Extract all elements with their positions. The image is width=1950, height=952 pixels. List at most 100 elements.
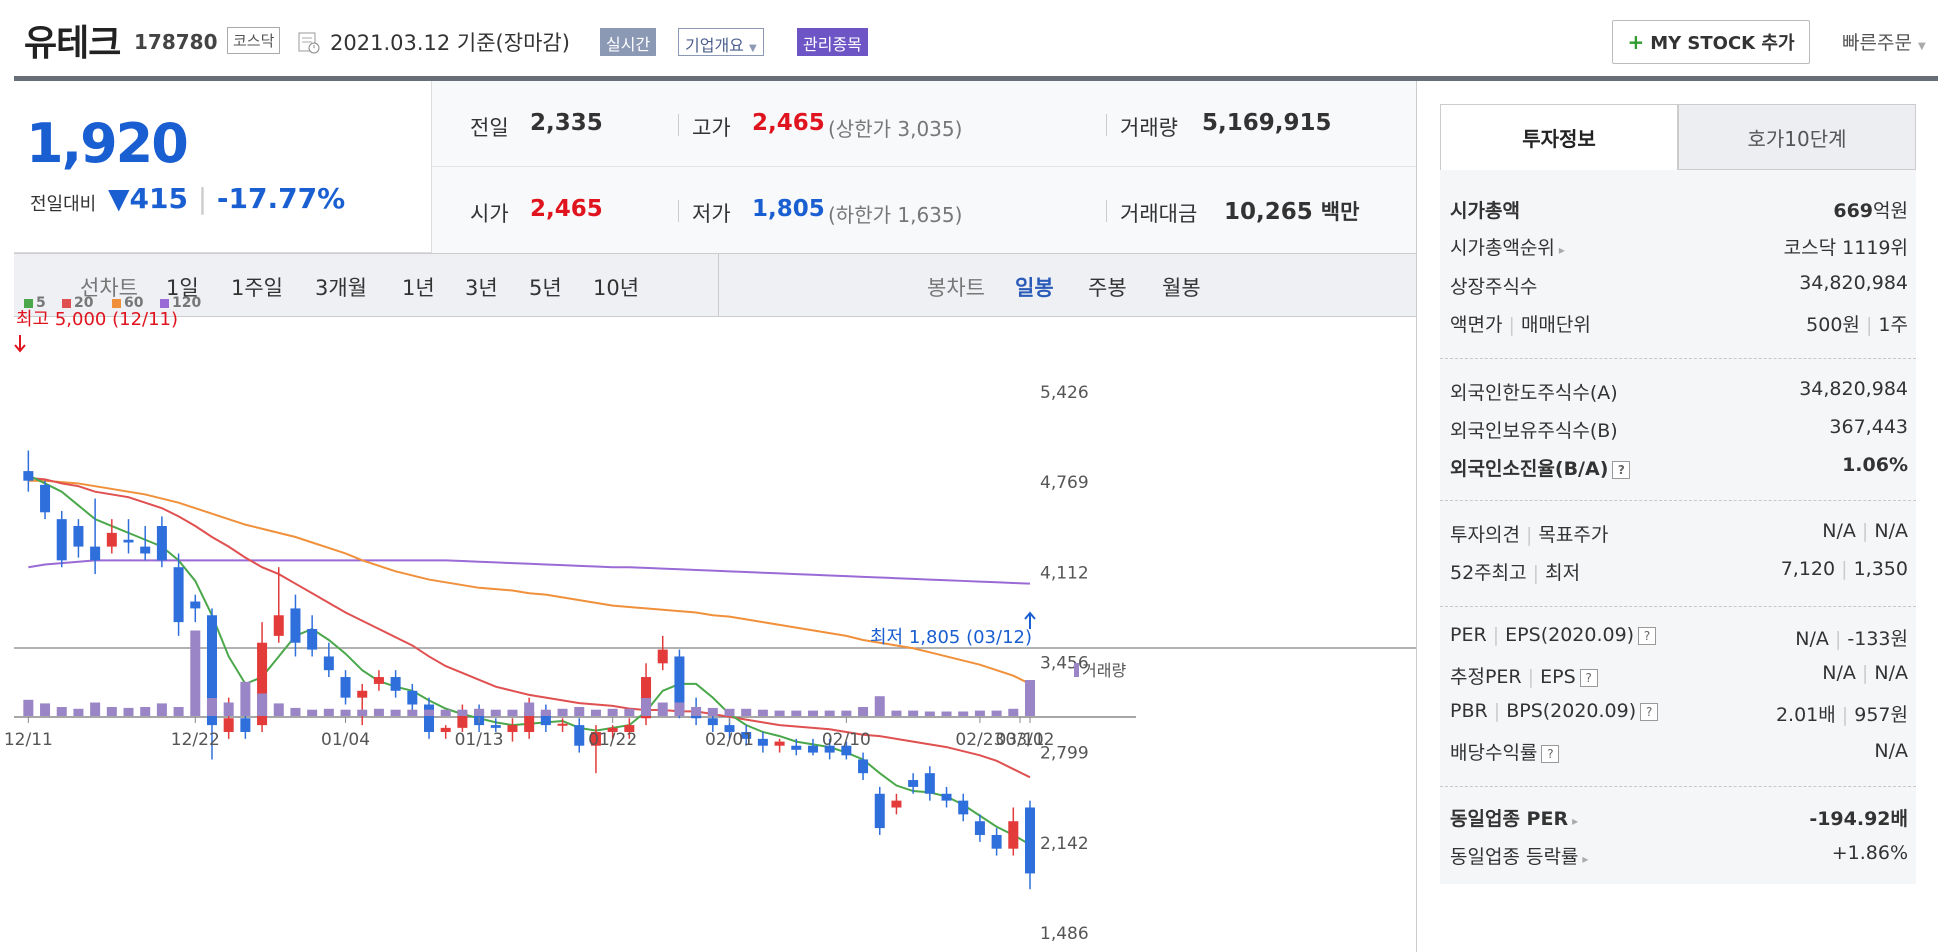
tab-3month[interactable]: 3개월 (315, 276, 368, 300)
market-cap-rank[interactable]: 시가총액순위 ▸ (1450, 237, 1565, 259)
tab-5year[interactable]: 5년 (529, 276, 562, 300)
right-panel (1416, 81, 1950, 952)
x-tick-label: 01/13 (455, 730, 504, 750)
help-icon[interactable]: ? (1638, 626, 1657, 645)
tab-3year[interactable]: 3년 (465, 276, 498, 300)
candle-body (757, 738, 768, 746)
industry-rate-label[interactable]: 동일업종 등락률 ▸ (1450, 846, 1589, 868)
candle-body (40, 484, 51, 513)
candle-body (524, 711, 535, 732)
volume-bar (908, 710, 919, 716)
tab-quote-10[interactable]: 호가10단계 (1678, 104, 1916, 170)
candle-body (724, 725, 735, 732)
candle-body (624, 725, 635, 732)
realtime-badge[interactable]: 실시간 (600, 28, 657, 56)
tab-weekly[interactable]: 주봉 (1088, 276, 1127, 300)
amount-label: 거래대금 (1120, 202, 1198, 226)
volume-legend-swatch (1074, 663, 1079, 677)
company-overview-dropdown[interactable]: 기업개요 ▼ (678, 28, 764, 56)
candle-body (173, 567, 184, 623)
help-icon[interactable]: ? (1579, 668, 1598, 687)
tab-monthly[interactable]: 월봉 (1162, 276, 1201, 300)
x-tick-label: 02/01 (705, 730, 754, 750)
quick-order-label: 빠른주문 (1842, 32, 1912, 54)
candle-body (574, 725, 585, 746)
tab-invest-info[interactable]: 투자정보 (1440, 104, 1678, 170)
candle-body (841, 745, 852, 756)
add-my-stock-button[interactable]: + MY STOCK 추가 (1612, 20, 1810, 64)
industry-per-value: -194.92배 (1809, 808, 1908, 830)
volume-bar (490, 709, 501, 716)
help-icon[interactable]: ? (1612, 460, 1631, 479)
candle-body (791, 745, 802, 750)
candle-body (257, 642, 268, 726)
volume-bar (524, 702, 535, 716)
help-icon[interactable]: ? (1541, 744, 1560, 763)
per-eps-label: PER | EPS(2020.09)? (1450, 624, 1657, 646)
candle-body (741, 731, 752, 739)
market-cap-label: 시가총액 (1450, 200, 1520, 222)
chart-type-bar (14, 253, 1416, 317)
candle-body (90, 546, 101, 561)
volume-bar (757, 709, 768, 716)
calendar-icon (298, 32, 320, 54)
foreign-hold-label: 외국인보유주식수(B) (1450, 420, 1618, 442)
volume-bar (323, 708, 334, 716)
candle-body (824, 745, 835, 753)
candle-body (941, 793, 952, 801)
volume-bar (390, 709, 401, 716)
candle-body (858, 759, 869, 774)
x-tick-label: 12/22 (171, 730, 220, 750)
volume-bar (206, 698, 217, 716)
foreign-limit-value: 34,820,984 (1799, 378, 1908, 400)
foreign-hold-value: 367,443 (1829, 416, 1908, 438)
opinion-label: 투자의견 | 목표주가 (1450, 524, 1609, 546)
tab-1week[interactable]: 1주일 (231, 276, 284, 300)
volume-bar (357, 709, 368, 716)
volume-bar (974, 710, 985, 716)
volume-bar (958, 711, 969, 716)
volume-bar (73, 708, 84, 716)
volume-bar (290, 707, 301, 716)
candle-body (1008, 821, 1019, 849)
tab-daily[interactable]: 일봉 (1015, 276, 1054, 300)
volume-bar (724, 708, 735, 716)
quick-order-menu[interactable]: 빠른주문 ▼ (1842, 28, 1926, 55)
x-tick-label: 03/11 (996, 730, 1045, 750)
candle-body (206, 615, 217, 726)
candle-body (507, 725, 518, 732)
candle-body (557, 723, 568, 726)
industry-per-label[interactable]: 동일업종 PER ▸ (1450, 808, 1579, 830)
tab-10year[interactable]: 10년 (593, 276, 640, 300)
volume-bar (424, 709, 435, 716)
candle-body (240, 718, 251, 732)
volume-bar (874, 696, 885, 716)
ma120-line (28, 559, 1031, 585)
chevron-down-icon: ▼ (748, 43, 757, 54)
volume-bar (340, 709, 351, 716)
volume-bar (574, 707, 585, 716)
volume-bar (440, 709, 451, 716)
y-tick-label: 2,142 (1040, 834, 1089, 854)
tab-1day[interactable]: 1일 (166, 276, 199, 300)
par-value-value: 500원 | 1주 (1806, 314, 1908, 336)
candle-body (407, 690, 418, 705)
volume-bar (190, 630, 201, 716)
candle-body (958, 800, 969, 815)
candle-body (891, 800, 902, 808)
help-icon[interactable]: ? (1640, 702, 1659, 721)
candle-body (908, 780, 919, 787)
stock-header: 유테크 178780 코스닥 2021.03.12 기준(장마감) 실시간 기업… (0, 0, 1950, 80)
volume-bar (807, 710, 818, 716)
volume-label: 거래량 (1120, 116, 1178, 140)
admin-stock-badge[interactable]: 관리종목 (797, 28, 868, 56)
volume-bar (40, 703, 51, 716)
candle-body (457, 711, 468, 728)
tab-1year[interactable]: 1년 (402, 276, 435, 300)
price-change: ▼415 | -17.77% (108, 182, 346, 215)
volume-bar (991, 710, 1002, 716)
x-tick-label: 03/02 (1006, 730, 1055, 750)
prev-compare-label: 전일대비 (30, 194, 97, 215)
candle-body (73, 526, 84, 547)
